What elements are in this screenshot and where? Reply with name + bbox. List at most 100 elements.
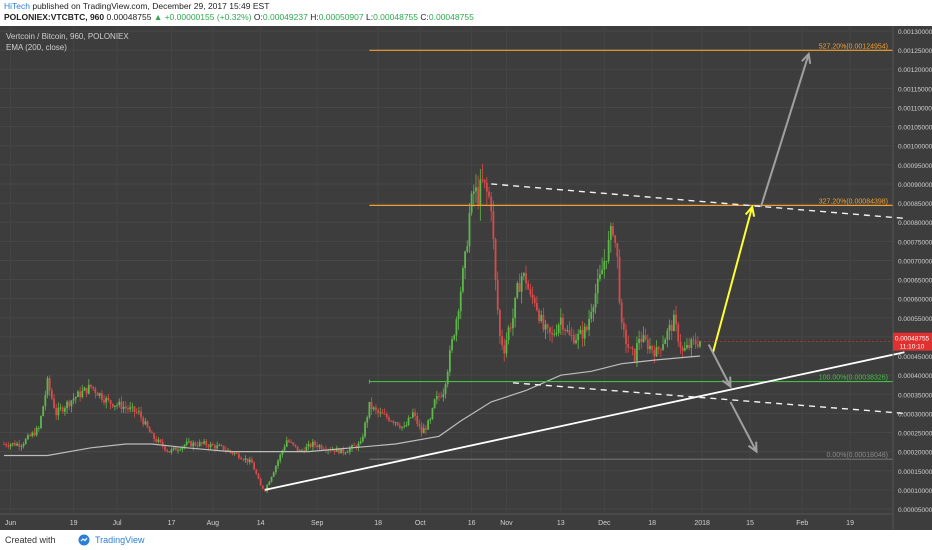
fib-label: 327.20%(0.00084398) xyxy=(819,198,888,205)
chart-area[interactable]: 527.20%(0.00124954) 327.20%(0.00084398) 10… xyxy=(0,26,932,530)
candle-body xyxy=(416,415,419,425)
candle-body xyxy=(7,445,10,447)
x-tick-label: Dec xyxy=(598,520,611,527)
candle-body xyxy=(177,449,179,451)
candle-body xyxy=(205,441,208,446)
candle-body xyxy=(216,445,219,449)
candle-body xyxy=(531,294,534,298)
candle-body xyxy=(31,432,34,437)
candle-body xyxy=(638,338,640,344)
candle-body xyxy=(268,481,271,486)
last-price-tag xyxy=(893,332,932,351)
candle-body xyxy=(477,187,480,205)
candle-body xyxy=(396,422,399,426)
candle-body xyxy=(457,311,460,320)
close-value: 0.00048755 xyxy=(428,12,474,22)
target-high-arrowhead xyxy=(801,51,812,64)
candle-body xyxy=(166,450,169,452)
candle-body xyxy=(316,445,319,448)
candle-body xyxy=(631,347,634,349)
y-tick-label: 0.00120000 xyxy=(898,67,932,74)
candle-body xyxy=(96,393,99,396)
candle-body xyxy=(307,443,310,447)
candle-body xyxy=(359,441,362,444)
candle-body xyxy=(542,314,545,330)
candle-body xyxy=(514,297,517,319)
candle-body xyxy=(298,450,301,452)
candle-body xyxy=(218,445,221,447)
candle-body xyxy=(520,276,523,292)
price-chart[interactable]: 527.20%(0.00124954) 327.20%(0.00084398) 10… xyxy=(0,26,932,530)
candle-body xyxy=(272,472,275,477)
candle-body xyxy=(588,318,590,330)
y-tick-label: 0.00125000 xyxy=(898,48,932,55)
candle-body xyxy=(55,408,58,416)
candle-body xyxy=(688,344,691,348)
candle-body xyxy=(503,345,506,354)
candle-body xyxy=(499,310,501,337)
candle-body xyxy=(372,407,375,410)
candle-body xyxy=(331,449,334,451)
candle-body xyxy=(594,293,597,308)
candle-body xyxy=(340,448,343,454)
candle-body xyxy=(346,451,349,453)
y-tick-label: 0.00035000 xyxy=(898,392,932,399)
candle-body xyxy=(392,421,395,423)
candle-body xyxy=(48,378,51,391)
candle-body xyxy=(24,439,27,444)
candle-body xyxy=(540,314,543,322)
candle-body xyxy=(418,424,421,426)
time-axis[interactable]: Jun 19 Jul 17 Aug 14 Sep 18 Oct 16 Nov 13 Dec 18 2018 1… xyxy=(0,513,893,527)
candle-body xyxy=(224,450,227,451)
candle-body xyxy=(283,446,286,451)
y-tick-label: 0.00105000 xyxy=(898,125,932,132)
candle-body xyxy=(612,226,614,236)
candle-body xyxy=(29,435,31,437)
candle-body xyxy=(414,412,416,416)
candle-body xyxy=(575,340,577,344)
candle-body xyxy=(194,442,197,446)
candle-body xyxy=(522,273,525,277)
candle-body xyxy=(353,445,356,447)
candle-body xyxy=(472,191,475,194)
candle-body xyxy=(479,179,482,205)
high-value: 0.00050907 xyxy=(318,12,364,22)
candle-body xyxy=(288,440,290,443)
candle-body xyxy=(642,335,645,342)
candle-body xyxy=(590,311,593,319)
y-tick-label: 0.00070000 xyxy=(898,258,932,265)
candle-body xyxy=(83,387,86,391)
y-tick-label: 0.00055000 xyxy=(898,316,932,323)
candle-body xyxy=(431,408,434,419)
x-tick-label: Jul xyxy=(113,520,122,527)
author-link[interactable]: HiTech xyxy=(4,1,30,11)
candle-body xyxy=(261,485,264,489)
candle-body xyxy=(394,422,397,424)
candle-body xyxy=(179,449,182,451)
candle-body xyxy=(157,439,160,442)
candle-body xyxy=(235,453,238,454)
candle-body xyxy=(644,335,647,340)
candle-body xyxy=(455,319,458,336)
candle-body xyxy=(603,261,606,270)
publication-header: HiTech published on TradingView.com, Dec… xyxy=(0,0,932,24)
candle-body xyxy=(529,289,532,295)
candle-body xyxy=(681,347,684,351)
candle-body xyxy=(622,322,625,330)
candle-body xyxy=(686,344,688,349)
tradingview-link[interactable]: TradingView xyxy=(95,535,145,545)
candle-body xyxy=(401,426,403,428)
candle-body xyxy=(357,443,360,449)
candle-body xyxy=(507,327,510,341)
candle-body xyxy=(296,446,299,451)
y-tick-label: 0.00040000 xyxy=(898,373,932,380)
price-axis[interactable]: 0.00005000 0.00010000 0.00015000 0.00020000… xyxy=(700,26,932,530)
candle-body xyxy=(625,329,627,344)
y-tick-label: 0.00065000 xyxy=(898,278,932,285)
x-tick-label: Aug xyxy=(207,520,220,527)
candle-body xyxy=(18,443,21,447)
candle-body xyxy=(446,371,449,385)
fib-label: 100.00%(0.00038326) xyxy=(819,375,888,382)
y-tick-label: 0.00090000 xyxy=(898,182,932,189)
candle-body xyxy=(377,409,379,413)
